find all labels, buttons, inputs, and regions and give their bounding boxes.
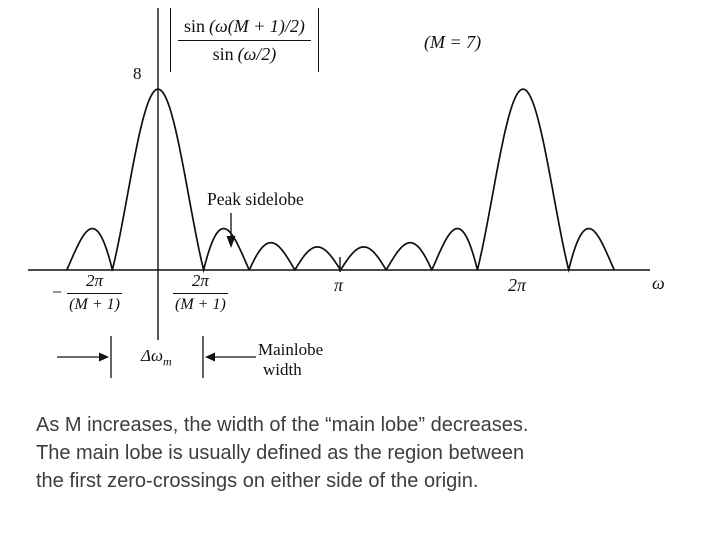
m-equals-label: (M = 7) xyxy=(424,32,482,52)
formula-fraction: sin (ω(M + 1)/2) sin (ω/2) xyxy=(178,15,311,65)
abs-bar-left-icon xyxy=(170,8,171,72)
delta-omega-sub: m xyxy=(162,354,172,369)
formula-label: sin (ω(M + 1)/2) sin (ω/2) xyxy=(163,8,326,72)
caption-text: As M increases, the width of the “main l… xyxy=(36,411,696,495)
neg-frac-numerator: 2π xyxy=(86,271,104,290)
dirichlet-curve xyxy=(65,88,616,274)
caption-line-3: the first zero-crossings on either side … xyxy=(36,470,479,492)
caption-line-1: As M increases, the width of the “main l… xyxy=(36,414,529,436)
mainlobe-width-line2: width xyxy=(263,360,302,379)
formula-num-fn: sin xyxy=(184,16,206,36)
tick-label-pos-2pi-over-m1: 2π (M + 1) xyxy=(173,271,228,314)
omega-axis-label: ω xyxy=(652,273,665,293)
mainlobe-width-line1: Mainlobe xyxy=(258,340,324,359)
peak-value-label: 8 xyxy=(133,64,142,83)
neg-frac-denominator: (M + 1) xyxy=(67,293,122,314)
formula-num-arg: (ω(M + 1)/2) xyxy=(209,16,305,36)
peak-sidelobe-arrow-head xyxy=(226,236,236,248)
minus-sign: − xyxy=(52,282,63,302)
mainlobe-width-label: Mainlobe width xyxy=(258,340,323,380)
tick-label-pi: π xyxy=(334,275,344,295)
tick-label-2pi: 2π xyxy=(508,275,527,295)
peak-sidelobe-label: Peak sidelobe xyxy=(207,189,304,209)
dirichlet-plot xyxy=(28,8,650,378)
tick-label-neg-2pi-over-m1: − 2π (M + 1) xyxy=(52,271,122,314)
formula-denominator: sin (ω/2) xyxy=(213,41,277,65)
abs-bar-right-icon xyxy=(317,8,319,72)
formula-numerator: sin (ω(M + 1)/2) xyxy=(178,15,311,41)
pos-frac-denominator: (M + 1) xyxy=(173,293,228,314)
formula-den-fn: sin xyxy=(212,44,234,64)
formula-den-arg: (ω/2) xyxy=(237,44,277,64)
pos-frac-numerator: 2π xyxy=(191,271,209,290)
mainlobe-right-arrow-head xyxy=(205,352,215,362)
mainlobe-delta-label: Δωm xyxy=(141,346,172,369)
mainlobe-left-arrow-head xyxy=(99,352,109,362)
caption-line-2: The main lobe is usually defined as the … xyxy=(36,442,525,464)
delta-omega: Δω xyxy=(141,346,163,365)
